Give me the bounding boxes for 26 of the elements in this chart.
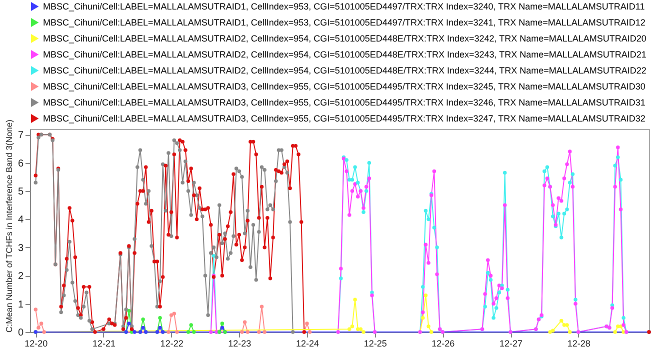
y-tick-label: 3: [18, 242, 24, 254]
x-tick-label: 12-27: [499, 338, 523, 348]
x-tick-label: 12-24: [296, 338, 320, 348]
legend-label: MBSC_Cihuni/Cell:LABEL=MALLALAMSUTRAID1, CellIndex=953, CGI=5101005ED4497/TRX:TRX Index=3240, TRX Name=MALLALAMSUTRAID11: [43, 2, 645, 12]
legend-label: MBSC_Cihuni/Cell:LABEL=MALLALAMSUTRAID3, CellIndex=955, CGI=5101005ED4495/TRX:TRX Index=3246, TRX Name=MALLALAMSUTRAID31: [43, 98, 646, 108]
legend-label: MBSC_Cihuni/Cell:LABEL=MALLALAMSUTRAID3, CellIndex=955, CGI=5101005ED4495/TRX:TRX Index=3245, TRX Name=MALLALAMSUTRAID30: [43, 82, 646, 92]
y-tick-label: 4: [18, 214, 24, 226]
legend-label: MBSC_Cihuni/Cell:LABEL=MALLALAMSUTRAID1, CellIndex=953, CGI=5101005ED4497/TRX:TRX Index=3241, TRX Name=MALLALAMSUTRAID12: [43, 18, 646, 28]
legend-label: MBSC_Cihuni/Cell:LABEL=MALLALAMSUTRAID2, CellIndex=954, CGI=5101005ED448E/TRX:TRX Index=3242, TRX Name=MALLALAMSUTRAID20: [43, 34, 646, 44]
x-tick-label: 12-28: [567, 338, 590, 348]
x-tick-label: 12-26: [432, 338, 455, 348]
y-tick-label: 5: [18, 186, 24, 198]
x-tick-label: 12-25: [364, 338, 387, 348]
x-tick-label: 12-21: [92, 338, 116, 348]
legend-label: MBSC_Cihuni/Cell:LABEL=MALLALAMSUTRAID3, CellIndex=955, CGI=5101005ED4495/TRX:TRX Index=3247, TRX Name=MALLALAMSUTRAID32: [43, 114, 646, 124]
legend-label: MBSC_Cihuni/Cell:LABEL=MALLALAMSUTRAID2, CellIndex=954, CGI=5101005ED448E/TRX:TRX Index=3244, TRX Name=MALLALAMSUTRAID22: [43, 66, 646, 76]
y-axis-title: C:Mean Number of TCHFs in Interference Band 3(None): [4, 119, 14, 332]
x-tick-label: 12-20: [24, 338, 48, 348]
y-tick-label: 2: [18, 271, 24, 282]
y-tick-label: 7: [18, 130, 24, 142]
y-tick-label: 6: [18, 158, 24, 170]
y-tick-label: 0: [18, 328, 24, 338]
y-tick-label: 1: [18, 299, 24, 310]
legend-label: MBSC_Cihuni/Cell:LABEL=MALLALAMSUTRAID2, CellIndex=954, CGI=5101005ED448E/TRX:TRX Index=3243, TRX Name=MALLALAMSUTRAID21: [43, 50, 646, 60]
x-tick-label: 12-22: [160, 338, 184, 348]
x-tick-label: 12-23: [228, 338, 252, 348]
